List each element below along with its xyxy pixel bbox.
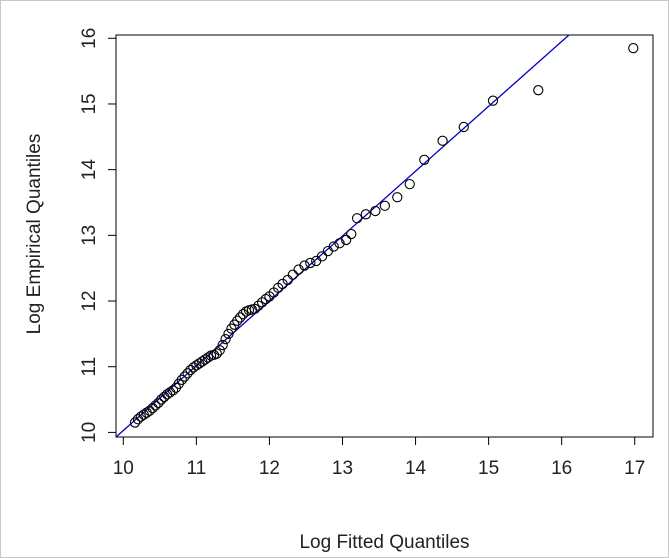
data-point <box>305 257 316 269</box>
x-tick-label: 10 <box>113 458 134 479</box>
data-point <box>129 417 141 428</box>
plot-area-border <box>115 34 654 438</box>
data-point <box>392 192 403 203</box>
y-tick-label: 16 <box>79 28 100 49</box>
data-point <box>360 209 372 220</box>
data-point <box>223 328 234 340</box>
data-point <box>153 397 164 408</box>
y-axis: 10 11 12 13 14 15 16 <box>79 28 116 443</box>
data-point <box>379 200 391 211</box>
data-point <box>167 385 179 396</box>
data-point <box>328 241 339 252</box>
data-point <box>256 297 268 308</box>
y-tick-label: 10 <box>79 422 100 443</box>
data-point <box>249 303 260 315</box>
x-axis: 10 11 12 13 14 15 16 17 <box>113 437 645 479</box>
data-point <box>487 95 499 106</box>
data-point <box>351 213 363 224</box>
data-point <box>299 260 310 271</box>
data-point <box>628 42 639 54</box>
data-point <box>287 269 298 280</box>
data-point <box>316 251 328 262</box>
data-point <box>232 315 243 326</box>
data-point <box>437 135 448 146</box>
data-point <box>370 205 381 217</box>
data-point <box>147 402 158 414</box>
data-point <box>182 368 193 379</box>
data-point <box>311 255 322 267</box>
y-tick-label: 15 <box>79 93 100 114</box>
data-point <box>334 238 345 249</box>
x-tick-label: 12 <box>259 458 280 479</box>
data-point <box>217 339 228 351</box>
x-tick-label: 11 <box>187 458 207 479</box>
data-point <box>220 333 231 345</box>
y-axis-title: Log Empirical Quantiles <box>24 134 45 335</box>
data-point <box>179 371 190 382</box>
data-point <box>202 352 214 363</box>
data-point <box>340 234 352 246</box>
y-tick-label: 12 <box>79 290 100 311</box>
x-tick-label: 17 <box>624 458 645 479</box>
x-tick-label: 14 <box>405 458 427 479</box>
data-point <box>150 400 161 411</box>
data-point <box>176 374 187 386</box>
data-point <box>533 85 544 96</box>
points-layer <box>129 42 639 428</box>
x-tick-label: 15 <box>478 458 499 479</box>
data-point <box>260 293 271 305</box>
x-axis-title: Log Fitted Quantiles <box>299 532 469 553</box>
data-point <box>144 405 155 416</box>
data-point <box>235 312 246 323</box>
x-tick-label: 16 <box>551 458 572 479</box>
data-point <box>253 300 264 311</box>
y-tick-label: 14 <box>79 159 100 181</box>
data-point <box>458 121 469 133</box>
data-point <box>419 154 430 165</box>
y-tick-label: 13 <box>79 225 100 246</box>
data-point <box>282 274 293 286</box>
data-point <box>211 348 222 359</box>
data-point <box>214 345 225 356</box>
y-tick-label: 11 <box>79 357 100 377</box>
data-point <box>156 394 167 405</box>
data-point <box>404 178 415 190</box>
x-tick-label: 13 <box>332 458 353 479</box>
data-point <box>277 278 288 290</box>
data-point <box>346 228 357 240</box>
